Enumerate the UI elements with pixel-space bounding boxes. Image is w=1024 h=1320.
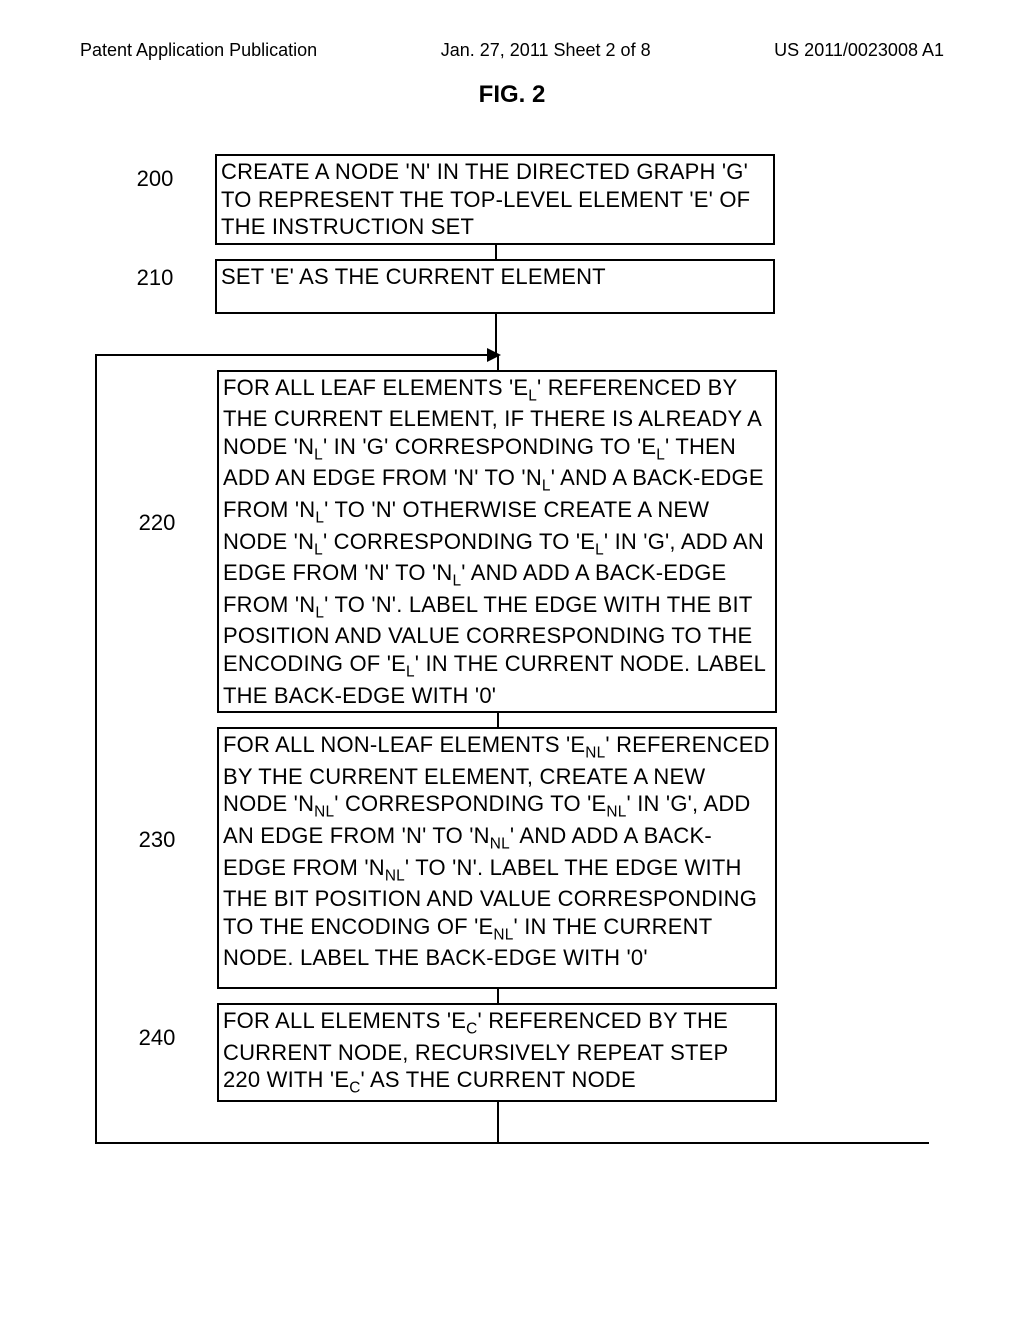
connector-230-240: [497, 989, 499, 1003]
step-label-210: 210: [95, 265, 215, 291]
loop-entry-line: [97, 354, 499, 356]
header-right: US 2011/0023008 A1: [774, 40, 944, 61]
header-left: Patent Application Publication: [80, 40, 317, 61]
step-row: 220 FOR ALL LEAF ELEMENTS 'EL' REFERENCE…: [97, 370, 929, 714]
step-box-220: FOR ALL LEAF ELEMENTS 'EL' REFERENCED BY…: [217, 370, 777, 714]
step-box-200: CREATE A NODE 'N' IN THE DIRECTED GRAPH …: [215, 154, 775, 245]
step-row: 210 SET 'E' AS THE CURRENT ELEMENT: [95, 259, 929, 314]
step-label-220: 220: [97, 510, 217, 536]
flowchart: 200 CREATE A NODE 'N' IN THE DIRECTED GR…: [95, 154, 929, 1144]
page-header: Patent Application Publication Jan. 27, …: [0, 0, 1024, 61]
figure-title: FIG. 2: [0, 81, 1024, 109]
step-row: 230 FOR ALL NON-LEAF ELEMENTS 'ENL' REFE…: [97, 727, 929, 989]
step-row: 240 FOR ALL ELEMENTS 'Ec' REFERENCED BY …: [97, 1003, 929, 1102]
step-box-240: FOR ALL ELEMENTS 'Ec' REFERENCED BY THE …: [217, 1003, 777, 1102]
connector-200-210: [495, 245, 497, 259]
connector-240-loop: [497, 1102, 499, 1142]
header-center: Jan. 27, 2011 Sheet 2 of 8: [441, 40, 651, 61]
connector-entry-220: [497, 356, 499, 370]
step-box-230: FOR ALL NON-LEAF ELEMENTS 'ENL' REFERENC…: [217, 727, 777, 989]
step-row: 200 CREATE A NODE 'N' IN THE DIRECTED GR…: [95, 154, 929, 245]
step-label-240: 240: [97, 1025, 217, 1051]
step-label-230: 230: [97, 827, 217, 853]
connector-220-230: [497, 713, 499, 727]
step-label-200: 200: [95, 166, 215, 192]
step-box-210: SET 'E' AS THE CURRENT ELEMENT: [215, 259, 775, 314]
loop-container: 220 FOR ALL LEAF ELEMENTS 'EL' REFERENCE…: [95, 354, 929, 1144]
